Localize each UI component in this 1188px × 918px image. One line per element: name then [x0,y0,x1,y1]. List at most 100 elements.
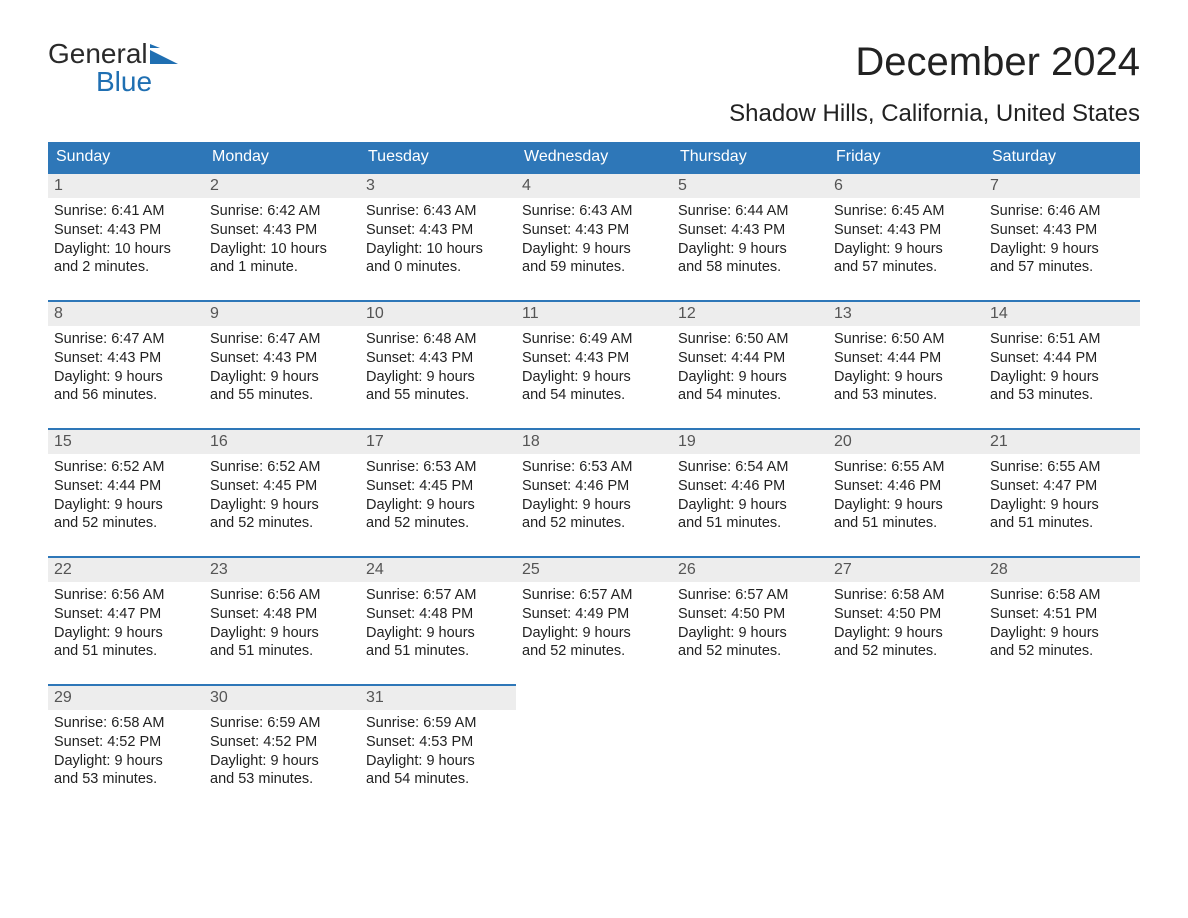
daylight-line-1: Daylight: 9 hours [366,752,510,771]
sunrise-line: Sunrise: 6:53 AM [522,458,666,477]
daylight-line-2: and 52 minutes. [678,642,822,661]
sunset-line: Sunset: 4:43 PM [210,221,354,240]
logo-text-1: General [48,40,148,68]
daylight-line-2: and 55 minutes. [210,386,354,405]
logo-flag-icon [150,44,178,64]
daylight-line-1: Daylight: 9 hours [54,752,198,771]
calendar-cell: 6Sunrise: 6:45 AMSunset: 4:43 PMDaylight… [828,172,984,300]
daylight-line-2: and 0 minutes. [366,258,510,277]
day-body: Sunrise: 6:46 AMSunset: 4:43 PMDaylight:… [984,198,1140,280]
calendar-cell-empty [828,684,984,812]
sunset-line: Sunset: 4:50 PM [834,605,978,624]
calendar-table: Sunday Monday Tuesday Wednesday Thursday… [48,142,1140,812]
day-body: Sunrise: 6:47 AMSunset: 4:43 PMDaylight:… [204,326,360,408]
weekday-header: Thursday [672,142,828,172]
sunrise-line: Sunrise: 6:48 AM [366,330,510,349]
sunset-line: Sunset: 4:45 PM [366,477,510,496]
sunset-line: Sunset: 4:44 PM [990,349,1134,368]
daylight-line-2: and 52 minutes. [522,514,666,533]
calendar-cell: 5Sunrise: 6:44 AMSunset: 4:43 PMDaylight… [672,172,828,300]
day-body: Sunrise: 6:58 AMSunset: 4:51 PMDaylight:… [984,582,1140,664]
daylight-line-1: Daylight: 9 hours [834,240,978,259]
day-number: 27 [828,556,984,582]
sunset-line: Sunset: 4:44 PM [834,349,978,368]
calendar-cell: 3Sunrise: 6:43 AMSunset: 4:43 PMDaylight… [360,172,516,300]
day-number: 18 [516,428,672,454]
sunset-line: Sunset: 4:43 PM [522,349,666,368]
sunset-line: Sunset: 4:46 PM [522,477,666,496]
daylight-line-2: and 52 minutes. [54,514,198,533]
daylight-line-2: and 54 minutes. [366,770,510,789]
daylight-line-2: and 52 minutes. [522,642,666,661]
daylight-line-2: and 53 minutes. [990,386,1134,405]
daylight-line-1: Daylight: 9 hours [366,496,510,515]
day-number: 4 [516,172,672,198]
day-body: Sunrise: 6:57 AMSunset: 4:49 PMDaylight:… [516,582,672,664]
calendar-cell: 1Sunrise: 6:41 AMSunset: 4:43 PMDaylight… [48,172,204,300]
sunrise-line: Sunrise: 6:58 AM [990,586,1134,605]
sunset-line: Sunset: 4:52 PM [210,733,354,752]
sunset-line: Sunset: 4:43 PM [54,349,198,368]
sunset-line: Sunset: 4:46 PM [678,477,822,496]
daylight-line-1: Daylight: 9 hours [522,624,666,643]
sunset-line: Sunset: 4:43 PM [210,349,354,368]
sunrise-line: Sunrise: 6:59 AM [210,714,354,733]
day-number: 8 [48,300,204,326]
day-body: Sunrise: 6:58 AMSunset: 4:52 PMDaylight:… [48,710,204,792]
day-body: Sunrise: 6:47 AMSunset: 4:43 PMDaylight:… [48,326,204,408]
daylight-line-1: Daylight: 9 hours [210,624,354,643]
daylight-line-1: Daylight: 9 hours [834,368,978,387]
sunset-line: Sunset: 4:47 PM [54,605,198,624]
sunrise-line: Sunrise: 6:47 AM [210,330,354,349]
sunset-line: Sunset: 4:48 PM [366,605,510,624]
weekday-header-row: Sunday Monday Tuesday Wednesday Thursday… [48,142,1140,172]
sunset-line: Sunset: 4:44 PM [54,477,198,496]
daylight-line-2: and 51 minutes. [834,514,978,533]
daylight-line-1: Daylight: 10 hours [54,240,198,259]
daylight-line-1: Daylight: 9 hours [522,240,666,259]
day-body: Sunrise: 6:41 AMSunset: 4:43 PMDaylight:… [48,198,204,280]
calendar-row: 8Sunrise: 6:47 AMSunset: 4:43 PMDaylight… [48,300,1140,428]
day-number: 6 [828,172,984,198]
calendar-cell: 30Sunrise: 6:59 AMSunset: 4:52 PMDayligh… [204,684,360,812]
daylight-line-2: and 52 minutes. [990,642,1134,661]
daylight-line-2: and 51 minutes. [366,642,510,661]
sunset-line: Sunset: 4:44 PM [678,349,822,368]
calendar-cell: 26Sunrise: 6:57 AMSunset: 4:50 PMDayligh… [672,556,828,684]
sunrise-line: Sunrise: 6:50 AM [834,330,978,349]
calendar-cell: 9Sunrise: 6:47 AMSunset: 4:43 PMDaylight… [204,300,360,428]
day-number: 5 [672,172,828,198]
daylight-line-2: and 57 minutes. [990,258,1134,277]
day-number: 31 [360,684,516,710]
day-number: 23 [204,556,360,582]
page-title: December 2024 [855,40,1140,85]
sunrise-line: Sunrise: 6:57 AM [366,586,510,605]
daylight-line-2: and 51 minutes. [990,514,1134,533]
weekday-header: Friday [828,142,984,172]
day-body: Sunrise: 6:57 AMSunset: 4:50 PMDaylight:… [672,582,828,664]
calendar-cell: 7Sunrise: 6:46 AMSunset: 4:43 PMDaylight… [984,172,1140,300]
daylight-line-1: Daylight: 9 hours [366,624,510,643]
sunrise-line: Sunrise: 6:56 AM [210,586,354,605]
sunrise-line: Sunrise: 6:44 AM [678,202,822,221]
daylight-line-2: and 1 minute. [210,258,354,277]
day-body: Sunrise: 6:50 AMSunset: 4:44 PMDaylight:… [672,326,828,408]
daylight-line-2: and 56 minutes. [54,386,198,405]
calendar-row: 15Sunrise: 6:52 AMSunset: 4:44 PMDayligh… [48,428,1140,556]
daylight-line-2: and 55 minutes. [366,386,510,405]
day-number: 30 [204,684,360,710]
sunrise-line: Sunrise: 6:52 AM [54,458,198,477]
day-body: Sunrise: 6:57 AMSunset: 4:48 PMDaylight:… [360,582,516,664]
calendar-cell: 29Sunrise: 6:58 AMSunset: 4:52 PMDayligh… [48,684,204,812]
weekday-header: Tuesday [360,142,516,172]
daylight-line-1: Daylight: 9 hours [678,368,822,387]
calendar-cell: 13Sunrise: 6:50 AMSunset: 4:44 PMDayligh… [828,300,984,428]
day-number: 3 [360,172,516,198]
daylight-line-2: and 59 minutes. [522,258,666,277]
day-number: 2 [204,172,360,198]
sunrise-line: Sunrise: 6:52 AM [210,458,354,477]
daylight-line-2: and 52 minutes. [834,642,978,661]
daylight-line-2: and 54 minutes. [522,386,666,405]
daylight-line-2: and 51 minutes. [54,642,198,661]
day-body: Sunrise: 6:43 AMSunset: 4:43 PMDaylight:… [360,198,516,280]
